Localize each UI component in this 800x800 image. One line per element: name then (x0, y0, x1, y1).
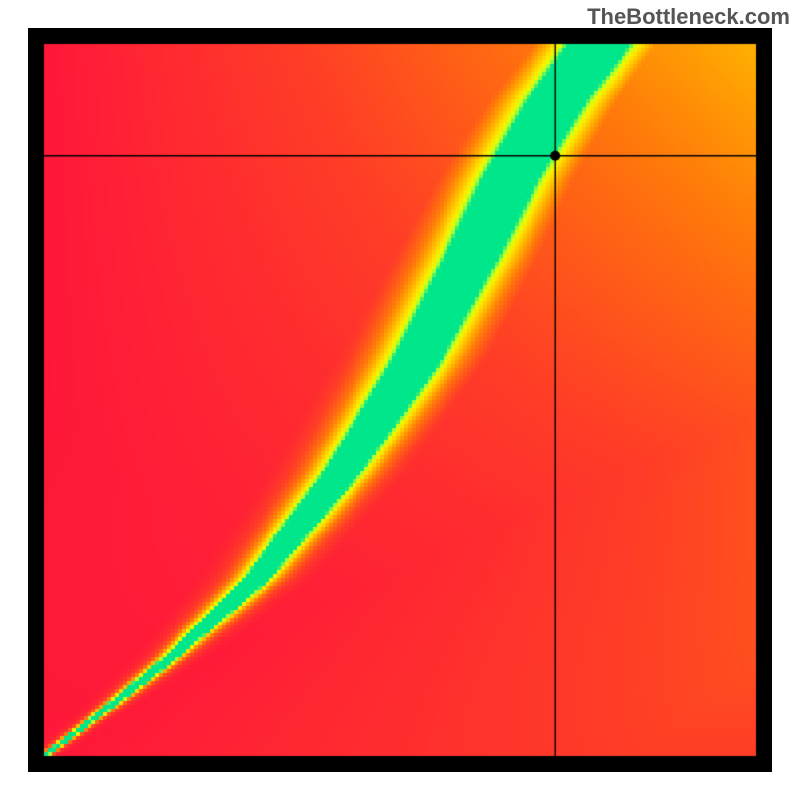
chart-frame (28, 28, 772, 772)
chart-container: TheBottleneck.com (0, 0, 800, 800)
heatmap-canvas (28, 28, 772, 772)
watermark-text: TheBottleneck.com (587, 4, 790, 30)
